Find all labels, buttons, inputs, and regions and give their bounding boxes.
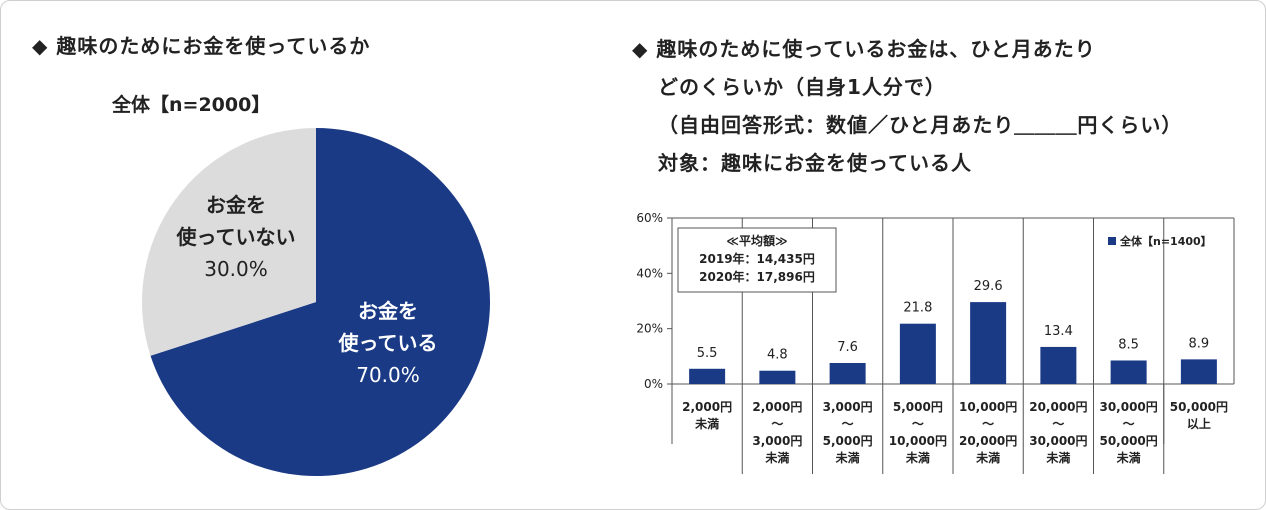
y-tick-label: 60% (636, 211, 663, 225)
bar-value-label: 5.5 (697, 346, 718, 361)
bar (829, 362, 866, 384)
x-tick-label: 未満 (764, 450, 789, 465)
x-tick-label: ～ (912, 417, 924, 431)
bar-value-label: 29.6 (974, 279, 1003, 294)
x-tick-label: 5,000円 (893, 400, 943, 414)
x-tick-label: 未満 (1045, 450, 1070, 465)
legend-swatch (1108, 237, 1116, 245)
bar-title-line-3: （自由回答形式：数値／ひと月あたり＿＿＿円くらい） (658, 113, 1183, 137)
pie-section-title: ◆ 趣味のためにお金を使っているか (32, 34, 371, 58)
bar-section-title: ◆ 趣味のために使っているお金は、ひと月あたり どのくらいか（自身1人分で） （… (632, 30, 1182, 182)
x-tick-label: 10,000円 (959, 400, 1017, 414)
y-tick-label: 0% (644, 377, 663, 391)
bar-value-label: 8.9 (1189, 336, 1210, 351)
x-tick-label: ～ (1123, 417, 1135, 431)
pie-slice-label: お金を (206, 193, 266, 217)
bar-title-line-1: ◆ 趣味のために使っているお金は、ひと月あたり (632, 37, 1096, 61)
bar-value-label: 7.6 (837, 340, 858, 355)
x-tick-label: 未満 (694, 416, 719, 431)
x-tick-label: 20,000円 (1029, 400, 1087, 414)
x-tick-label: 5,000円 (823, 434, 873, 448)
pie-slice-value-label: 30.0% (204, 257, 268, 281)
x-tick-label: 2,000円 (752, 400, 802, 414)
x-tick-label: 10,000円 (889, 434, 947, 448)
bar-value-label: 8.5 (1118, 337, 1139, 352)
bar-value-label: 4.8 (767, 348, 788, 363)
x-tick-label: 未満 (1116, 450, 1141, 465)
bar (1040, 346, 1077, 384)
x-tick-label: 未満 (835, 450, 860, 465)
x-tick-label: 20,000円 (959, 434, 1017, 448)
pie-slice-label: 使っていない (176, 225, 296, 249)
x-tick-label: 以上 (1187, 416, 1211, 431)
bar-value-label: 21.8 (903, 301, 932, 316)
x-tick-label: 50,000円 (1099, 434, 1157, 448)
bar-title-line-4: 対象：趣味にお金を使っている人 (658, 151, 972, 175)
average-box-title: ≪平均額≫ (726, 233, 787, 248)
x-tick-label: ～ (771, 417, 783, 431)
x-tick-label: 30,000円 (1099, 400, 1157, 414)
bar-title-line-2: どのくらいか（自身1人分で） (658, 75, 946, 99)
bar (759, 370, 796, 384)
pie-sample-label: 全体【n=2000】 (112, 94, 271, 116)
x-tick-label: 3,000円 (823, 400, 873, 414)
pie-slice-value-label: 70.0% (356, 363, 420, 387)
pie-slice-label: 使っている (338, 331, 438, 355)
average-box (677, 227, 837, 293)
legend-label: 全体【n=1400】 (1119, 234, 1212, 248)
x-tick-label: ～ (1052, 417, 1064, 431)
x-tick-label: 未満 (975, 450, 1000, 465)
pie-slice-0 (150, 128, 490, 476)
bar (1110, 360, 1147, 384)
y-tick-label: 40% (636, 266, 663, 280)
x-tick-label: ～ (982, 417, 994, 431)
x-tick-label: ～ (842, 417, 854, 431)
x-tick-label: 2,000円 (682, 400, 732, 414)
x-tick-label: 30,000円 (1029, 434, 1087, 448)
pie-slice-1 (141, 128, 316, 356)
bar (899, 323, 936, 384)
y-tick-label: 20% (636, 322, 663, 336)
bar-value-label: 13.4 (1044, 324, 1073, 339)
average-box-line: 2019年：14,435円 (699, 251, 815, 266)
pie-slice-label: お金を (358, 299, 418, 323)
bar (1180, 359, 1217, 384)
x-tick-label: 未満 (905, 450, 930, 465)
x-tick-label: 3,000円 (752, 434, 802, 448)
bar (689, 368, 726, 384)
bar (970, 302, 1007, 384)
x-tick-label: 50,000円 (1170, 400, 1228, 414)
average-box-line: 2020年：17,896円 (699, 269, 815, 284)
